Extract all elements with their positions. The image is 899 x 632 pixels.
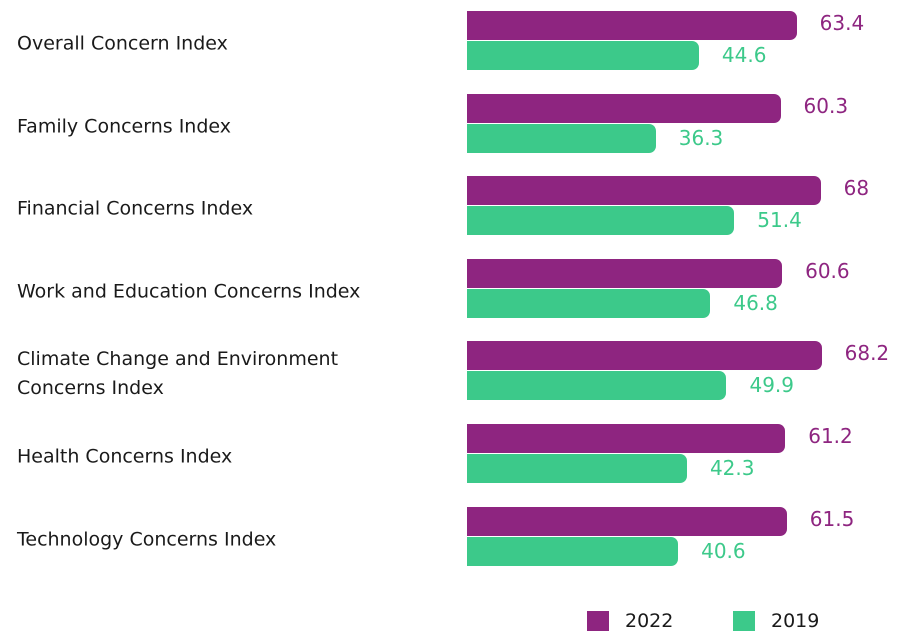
value-label: 63.4: [819, 11, 865, 35]
category-label: Health Concerns Index: [17, 445, 233, 468]
bar: [467, 206, 735, 236]
legend-label: 2019: [771, 610, 820, 632]
value-label: 61.5: [809, 506, 855, 531]
legend-label: 2022: [625, 610, 674, 632]
value-label: 44.6: [721, 43, 767, 67]
category-label: Work and Education Concerns Index: [17, 280, 361, 303]
value-label: 46.8: [733, 290, 778, 315]
value-label: 60.3: [803, 93, 849, 118]
value-label: 68: [843, 176, 870, 201]
category-label: Financial Concerns Index: [17, 197, 254, 220]
bar: [467, 123, 656, 153]
legend-swatch: [733, 611, 755, 631]
bar: [467, 341, 822, 371]
bar: [467, 288, 711, 318]
bar: [467, 11, 797, 40]
bar: [467, 93, 781, 123]
value-label: 51.4: [757, 208, 802, 233]
category-label: Family Concerns Index: [17, 115, 232, 138]
bar: [467, 454, 687, 483]
legend-swatch: [587, 611, 609, 631]
bar: [467, 424, 786, 453]
bar: [467, 371, 727, 401]
value-label: 49.9: [749, 373, 794, 398]
category-label: Overall Concern Index: [17, 32, 228, 55]
value-label: 60.6: [805, 258, 850, 283]
value-label: 36.3: [678, 125, 724, 150]
category-label: Climate Change and Environment Concerns …: [17, 348, 339, 400]
value-label: 42.3: [709, 456, 755, 480]
bar: [467, 506, 787, 536]
bar: [467, 536, 679, 566]
bar: [467, 176, 821, 206]
bar: [467, 41, 699, 70]
value-label: 40.6: [701, 538, 746, 563]
value-label: 68.2: [844, 341, 890, 366]
bar: [467, 258, 783, 288]
value-label: 61.2: [808, 424, 853, 448]
category-label: Technology Concerns Index: [17, 528, 277, 551]
